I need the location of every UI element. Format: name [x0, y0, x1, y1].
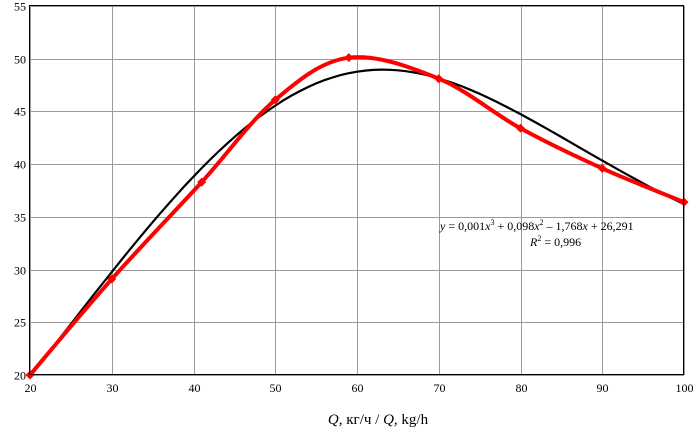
x-tick-label: 40 — [189, 381, 201, 395]
y-tick-label: 30 — [14, 264, 26, 278]
y-tick-label: 35 — [14, 211, 26, 225]
x-tick-label: 50 — [270, 381, 282, 395]
grid-lines — [30, 6, 685, 376]
x-tick-label: 30 — [107, 381, 119, 395]
data-point-marker — [516, 123, 525, 133]
x-tick-label: 20 — [25, 381, 37, 395]
data-point-marker — [197, 177, 207, 187]
x-tick-label: 80 — [516, 381, 528, 395]
x-tick-label: 100 — [676, 381, 693, 395]
x-tick-labels: 20 30 40 50 60 70 80 90 100 — [25, 381, 693, 395]
data-point-marker — [434, 74, 444, 84]
y-tick-label: 40 — [14, 158, 26, 172]
trendline — [29, 68, 685, 378]
trendline-equation: y = 0,001x3 + 0,098x2 – 1,768x + 26,291 — [439, 218, 634, 233]
y-tick-label: 45 — [14, 105, 26, 119]
y-tick-label: 55 — [14, 0, 26, 14]
x-tick-label: 70 — [434, 381, 446, 395]
y-tick-labels: 20 25 30 35 40 45 50 55 — [14, 0, 26, 383]
y-tick-label: 20 — [14, 369, 26, 383]
plot-frame — [29, 5, 684, 375]
data-point-marker — [344, 53, 354, 63]
data-series-line — [28, 55, 686, 377]
y-tick-label: 50 — [14, 53, 26, 67]
r-squared-label: R2 = 0,996 — [529, 234, 581, 249]
x-tick-label: 90 — [597, 381, 609, 395]
x-tick-label: 60 — [352, 381, 364, 395]
data-point-marker — [270, 95, 280, 105]
x-axis-title: Q, кг/ч / Q, kg/h — [328, 412, 429, 428]
y-tick-label: 25 — [14, 316, 26, 330]
data-point-marker — [597, 163, 607, 173]
data-point-marker — [107, 274, 117, 284]
